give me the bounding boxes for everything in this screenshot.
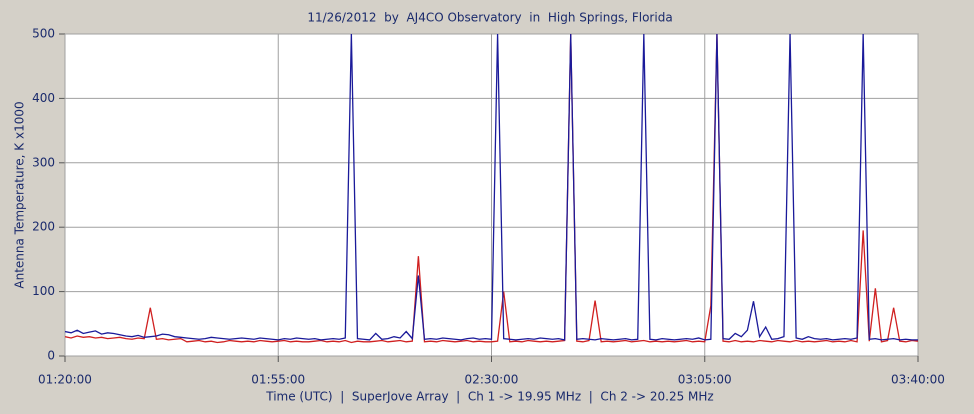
series-line xyxy=(65,34,918,341)
x-tick-label: 01:55:00 xyxy=(251,373,305,387)
x-tick-label: 03:40:00 xyxy=(891,373,945,387)
series-line xyxy=(65,34,918,344)
chart-title: 11/26/2012 by AJ4CO Observatory in High … xyxy=(307,11,672,25)
y-tick-label: 400 xyxy=(32,91,55,105)
lines xyxy=(65,34,918,344)
y-tick-label: 0 xyxy=(47,349,55,363)
y-tick-label: 500 xyxy=(32,27,55,41)
y-tick-label: 200 xyxy=(32,220,55,234)
x-tick-label: 02:30:00 xyxy=(465,373,519,387)
x-tick-label: 01:20:00 xyxy=(38,373,92,387)
y-axis-label: Antenna Temperature, K x1000 xyxy=(13,101,27,288)
grid xyxy=(59,33,919,362)
y-tick-label: 300 xyxy=(32,155,55,169)
x-axis-label: Time (UTC) | SuperJove Array | Ch 1 -> 1… xyxy=(265,390,713,404)
y-tick-label: 100 xyxy=(32,284,55,298)
x-tick-label: 03:05:00 xyxy=(678,373,732,387)
